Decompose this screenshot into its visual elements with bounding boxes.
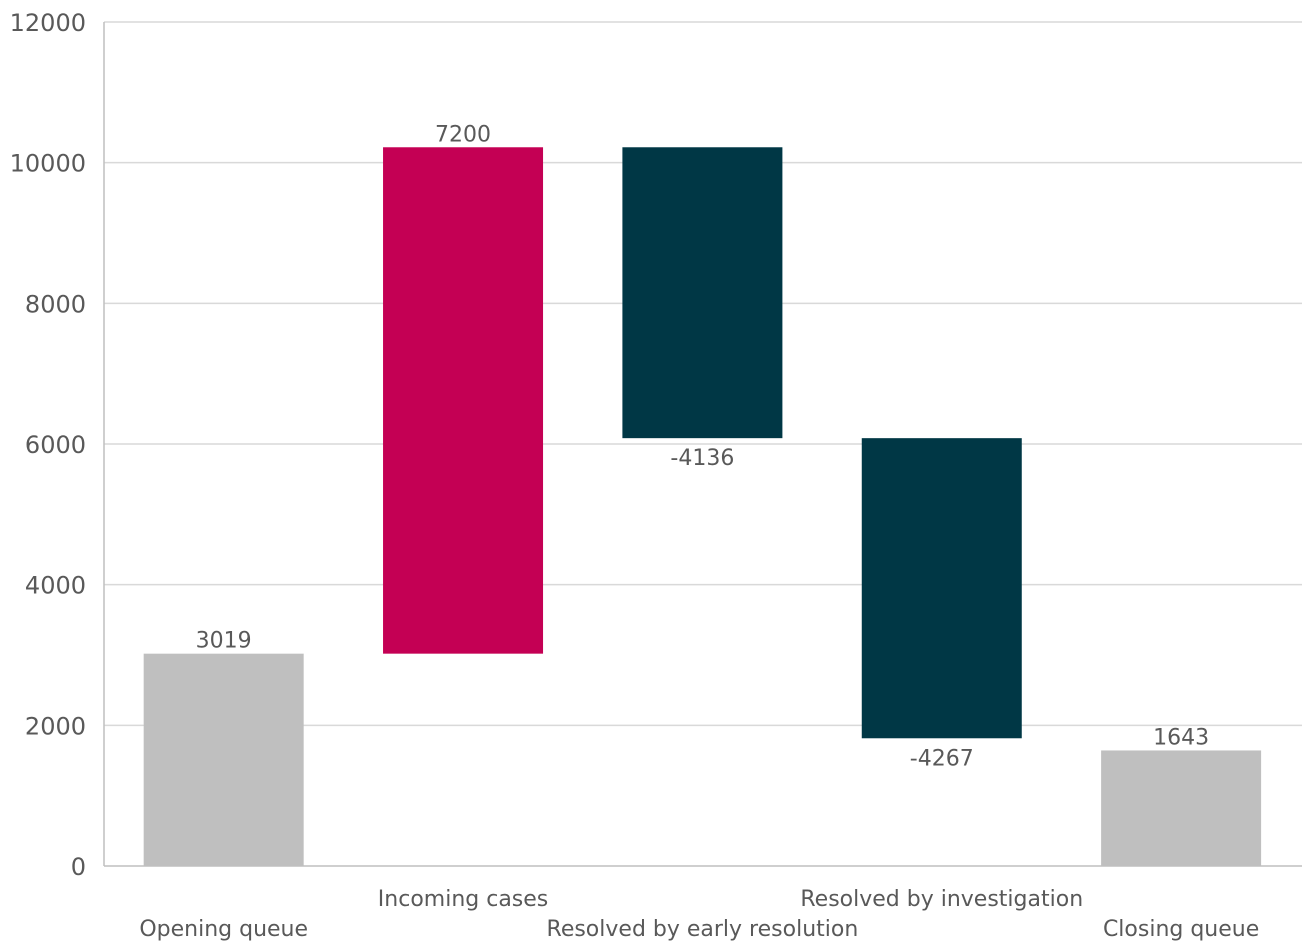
bar: [622, 147, 783, 439]
y-tick-label: 2000: [25, 712, 86, 740]
bars: [143, 147, 1262, 866]
y-tick-label: 12000: [10, 9, 86, 37]
y-tick-label: 10000: [10, 150, 86, 178]
y-tick-label: 8000: [25, 290, 86, 318]
y-tick-label: 0: [71, 853, 86, 881]
bar: [861, 438, 1022, 739]
y-tick-label: 4000: [25, 572, 86, 600]
category-label: Resolved by investigation: [800, 887, 1083, 912]
bar: [143, 653, 304, 866]
category-labels: Opening queue Incoming cases Resolved by e…: [139, 887, 1259, 942]
data-labels: 3019 7200 -4136 -4267 1643: [196, 122, 1209, 771]
bar: [383, 147, 544, 654]
data-label: 7200: [435, 122, 491, 147]
y-axis-ticks: 0 2000 4000 6000 8000 10000 12000: [10, 9, 86, 881]
y-tick-label: 6000: [25, 431, 86, 459]
data-label: 3019: [196, 629, 252, 654]
category-label: Closing queue: [1103, 917, 1259, 942]
bar: [1101, 750, 1262, 866]
data-label: 1643: [1153, 725, 1209, 750]
data-label: -4267: [910, 746, 974, 771]
category-label: Opening queue: [139, 917, 308, 942]
category-label: Resolved by early resolution: [547, 917, 859, 942]
data-label: -4136: [670, 446, 734, 471]
category-label: Incoming cases: [378, 887, 548, 912]
